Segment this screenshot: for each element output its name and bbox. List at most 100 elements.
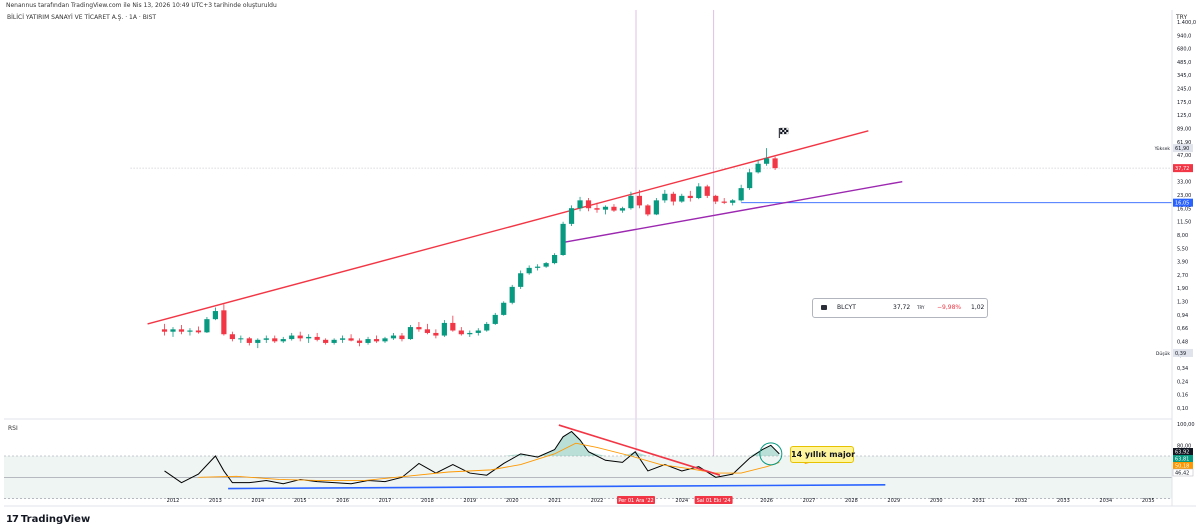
time-tick-label: 2013 bbox=[209, 498, 222, 504]
candle bbox=[356, 338, 363, 347]
flag-square bbox=[780, 129, 783, 133]
candle-body bbox=[441, 322, 447, 336]
flag-square bbox=[786, 127, 789, 131]
quote-widget[interactable]: BLCYT 37,72 TRY −9,98% 1,02 bbox=[812, 298, 988, 318]
price-tick-label: 5,50 bbox=[1177, 246, 1188, 252]
time-tick-label: 2030 bbox=[930, 498, 943, 504]
time-tick-label: 2035 bbox=[1142, 498, 1155, 504]
time-tick-label: 2020 bbox=[506, 498, 519, 504]
time-tick-label: 2026 bbox=[760, 498, 773, 504]
price-label-badge bbox=[1173, 348, 1193, 357]
price-tick-label: 16,05 bbox=[1177, 206, 1191, 212]
candle bbox=[204, 316, 210, 333]
candle bbox=[170, 327, 176, 337]
candle-body bbox=[348, 338, 354, 341]
price-tick-label: 1.400,0 bbox=[1177, 20, 1196, 26]
time-tick-label: 2034 bbox=[1099, 498, 1112, 504]
candle bbox=[518, 270, 524, 289]
candle-body bbox=[585, 200, 592, 209]
candle bbox=[475, 328, 481, 336]
candle-body bbox=[433, 332, 439, 336]
candle-body bbox=[552, 254, 558, 264]
price-tick-label: 47,00 bbox=[1177, 153, 1191, 159]
candle bbox=[238, 335, 244, 343]
quote-change: −9,98% bbox=[937, 304, 962, 311]
candle bbox=[670, 191, 676, 206]
candle-body bbox=[212, 311, 218, 320]
candle bbox=[458, 327, 464, 336]
candle bbox=[552, 253, 558, 265]
time-tick-label: 2015 bbox=[294, 498, 307, 504]
candle-body bbox=[255, 339, 261, 343]
candle bbox=[628, 191, 634, 210]
candle-body bbox=[221, 310, 227, 335]
time-tick-label: 2012 bbox=[167, 498, 180, 504]
flag-square bbox=[784, 129, 787, 133]
candle-body bbox=[170, 329, 176, 332]
rsi-overbought-fill bbox=[164, 431, 780, 456]
candle bbox=[178, 324, 185, 335]
price-tick-label: 0,10 bbox=[1177, 406, 1188, 412]
quote-price: 37,72 bbox=[893, 304, 911, 311]
time-tick-label: 2019 bbox=[463, 498, 476, 504]
candle-body bbox=[526, 267, 532, 274]
flag-square bbox=[782, 131, 785, 135]
price-tick-label: 89,00 bbox=[1177, 126, 1191, 132]
symbol-title: BİLİCİ YATIRIM SANAYİ VE TİCARET A.Ş. · … bbox=[7, 14, 157, 21]
tradingview-logo[interactable]: 17 TradingView bbox=[6, 514, 90, 525]
candle bbox=[348, 334, 354, 342]
candle bbox=[450, 315, 456, 332]
flag-square bbox=[786, 129, 789, 133]
candle bbox=[492, 312, 498, 325]
candle-body bbox=[289, 335, 295, 340]
trendline bbox=[147, 130, 869, 325]
trendline bbox=[562, 180, 903, 244]
candle-body bbox=[543, 263, 549, 267]
time-marker-label: Per 01 Ara '22 bbox=[618, 498, 653, 504]
currency-label[interactable]: TRY bbox=[1176, 14, 1188, 21]
candle-body bbox=[560, 223, 566, 255]
candle bbox=[585, 198, 592, 212]
candle bbox=[535, 264, 541, 271]
candle bbox=[619, 206, 626, 213]
candle-body bbox=[730, 200, 736, 203]
time-tick-label: 2031 bbox=[972, 498, 985, 504]
candle bbox=[306, 334, 312, 343]
price-tick-label: 0,34 bbox=[1177, 366, 1188, 372]
time-tick-label: 2032 bbox=[1015, 498, 1028, 504]
flag-square bbox=[780, 127, 783, 131]
candle bbox=[721, 198, 727, 205]
rsi-trendline bbox=[558, 424, 721, 476]
highlight-circle bbox=[759, 442, 783, 466]
candle bbox=[467, 330, 473, 337]
time-tick-label: 2021 bbox=[548, 498, 561, 504]
candle-body bbox=[272, 338, 278, 342]
annotation-note[interactable]: 14 yıllık major bbox=[790, 446, 855, 463]
candle-body bbox=[713, 195, 719, 202]
price-tick-label: 23,00 bbox=[1177, 193, 1191, 199]
price-tick-label: 485,0 bbox=[1177, 60, 1191, 66]
candle bbox=[263, 335, 269, 343]
candle-body bbox=[679, 195, 685, 202]
flag-square bbox=[780, 131, 783, 135]
quote-symbol: BLCYT bbox=[837, 304, 856, 311]
price-label-value: 61,90 bbox=[1175, 146, 1189, 152]
rsi-value-badge bbox=[1173, 462, 1193, 469]
price-tick-label: 0,66 bbox=[1177, 326, 1188, 332]
candle bbox=[730, 199, 736, 206]
candle bbox=[687, 190, 693, 202]
candle-body bbox=[594, 208, 600, 210]
quote-volume: 1,02 bbox=[971, 304, 985, 311]
candle-body bbox=[204, 319, 210, 333]
candle-body bbox=[577, 200, 583, 209]
candle-body bbox=[331, 339, 337, 343]
candle bbox=[679, 193, 685, 203]
candle-body bbox=[619, 208, 626, 211]
price-tick-label: 0,16 bbox=[1177, 393, 1188, 399]
candle bbox=[382, 336, 388, 343]
candle-body bbox=[390, 335, 397, 339]
candle-body bbox=[747, 172, 753, 189]
price-label-value: 0,39 bbox=[1175, 351, 1186, 357]
candle bbox=[187, 328, 193, 336]
